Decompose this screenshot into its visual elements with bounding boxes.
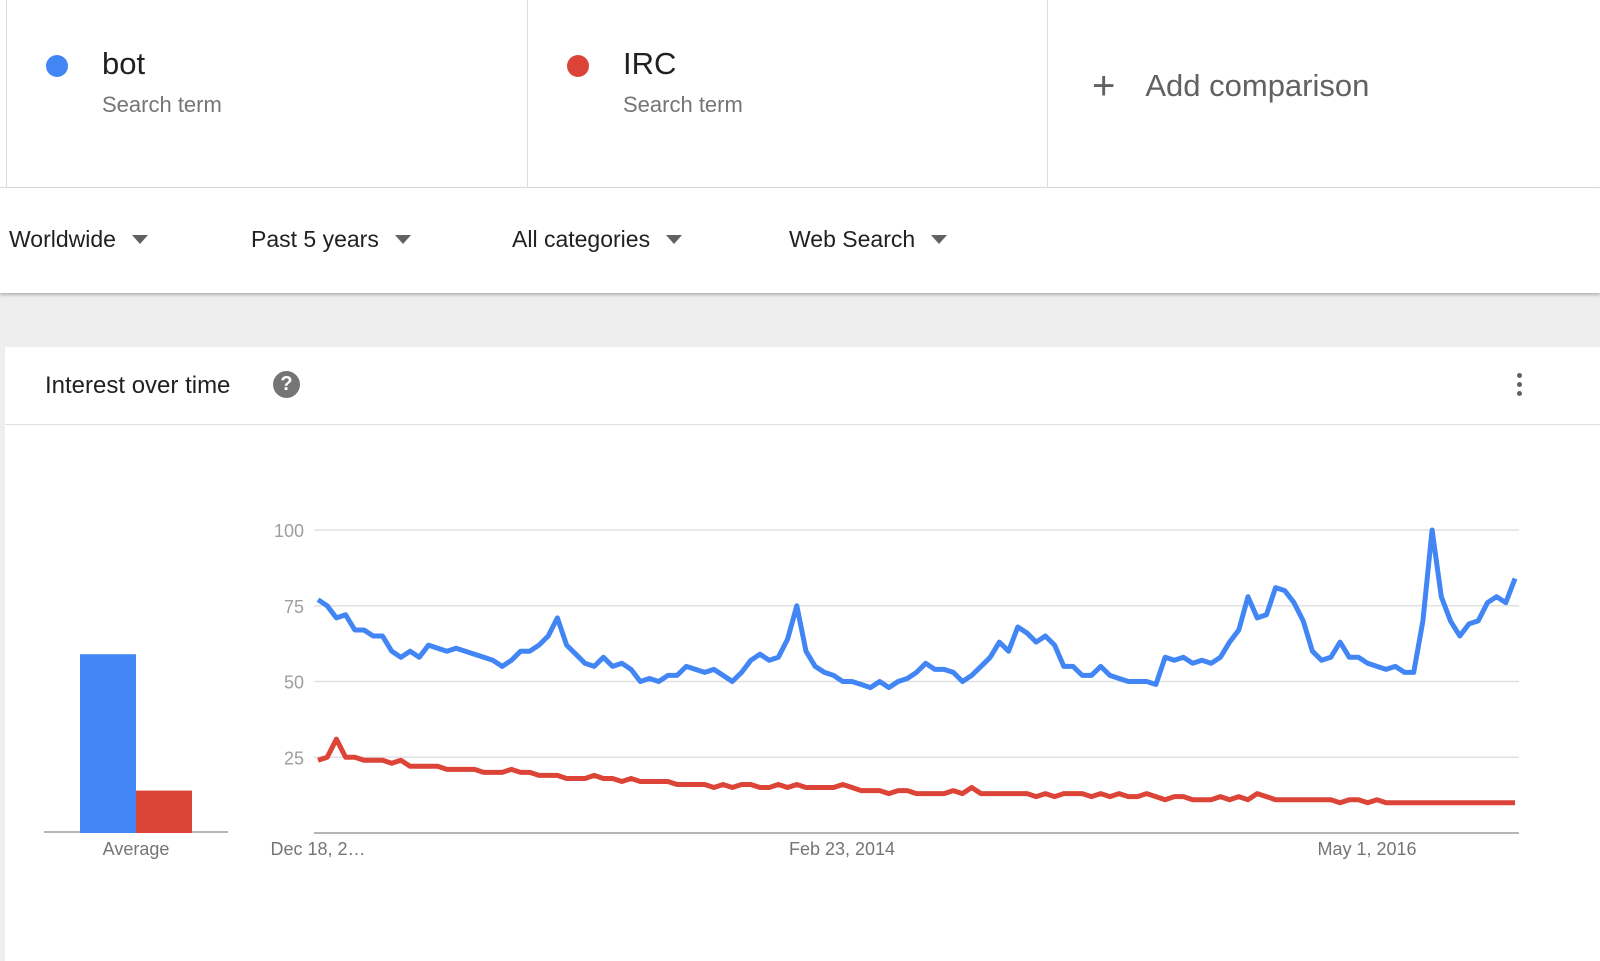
time-range-dropdown[interactable]: Past 5 years [251,226,411,253]
x-tick-label: May 1, 2016 [1317,839,1416,859]
card-header: Interest over time ? [5,347,1600,425]
y-tick-label: 50 [284,673,304,693]
series-color-dot [567,55,589,77]
help-icon[interactable]: ? [273,371,300,398]
caret-down-icon [394,235,411,244]
term-name[interactable]: bot [102,46,146,81]
category-dropdown[interactable]: All categories [512,226,683,253]
x-tick-label: Feb 23, 2014 [789,839,895,859]
caret-down-icon [931,235,948,244]
dropdown-label: Past 5 years [251,226,379,252]
term-card-bot[interactable]: bot Search term [6,0,527,187]
term-subtitle: Search term [623,92,743,117]
dropdown-label: All categories [512,226,651,252]
series-line-irc [317,736,1515,806]
average-bar-irc [136,790,192,833]
add-comparison-button[interactable]: + Add comparison [1092,66,1369,106]
region-dropdown[interactable]: Worldwide [9,226,148,253]
add-comparison-label: Add comparison [1145,68,1370,103]
series-line-bot [316,527,1518,691]
term-name[interactable]: IRC [623,46,677,81]
term-card-irc[interactable]: IRC Search term [527,0,1048,187]
filter-bar: Worldwide Past 5 years All categories We… [0,188,1600,293]
y-tick-label: 25 [284,748,304,768]
y-tick-label: 75 [284,597,304,617]
search-terms-bar: bot Search term IRC Search term + Add co… [0,0,1600,188]
more-vert-icon[interactable] [1517,373,1523,400]
dropdown-label: Worldwide [9,226,116,252]
y-tick-label: 100 [274,521,304,541]
add-comparison-card [1047,0,1600,187]
caret-down-icon [131,235,148,244]
search-type-dropdown[interactable]: Web Search [789,226,948,253]
dropdown-label: Web Search [789,226,916,252]
average-bar-bot [80,654,136,833]
average-label: Average [103,839,170,859]
caret-down-icon [666,235,683,244]
term-subtitle: Search term [102,92,222,117]
plus-icon: + [1092,64,1116,108]
x-tick-label: Dec 18, 2… [270,839,365,859]
series-color-dot [46,55,68,77]
card-title: Interest over time [45,372,231,399]
